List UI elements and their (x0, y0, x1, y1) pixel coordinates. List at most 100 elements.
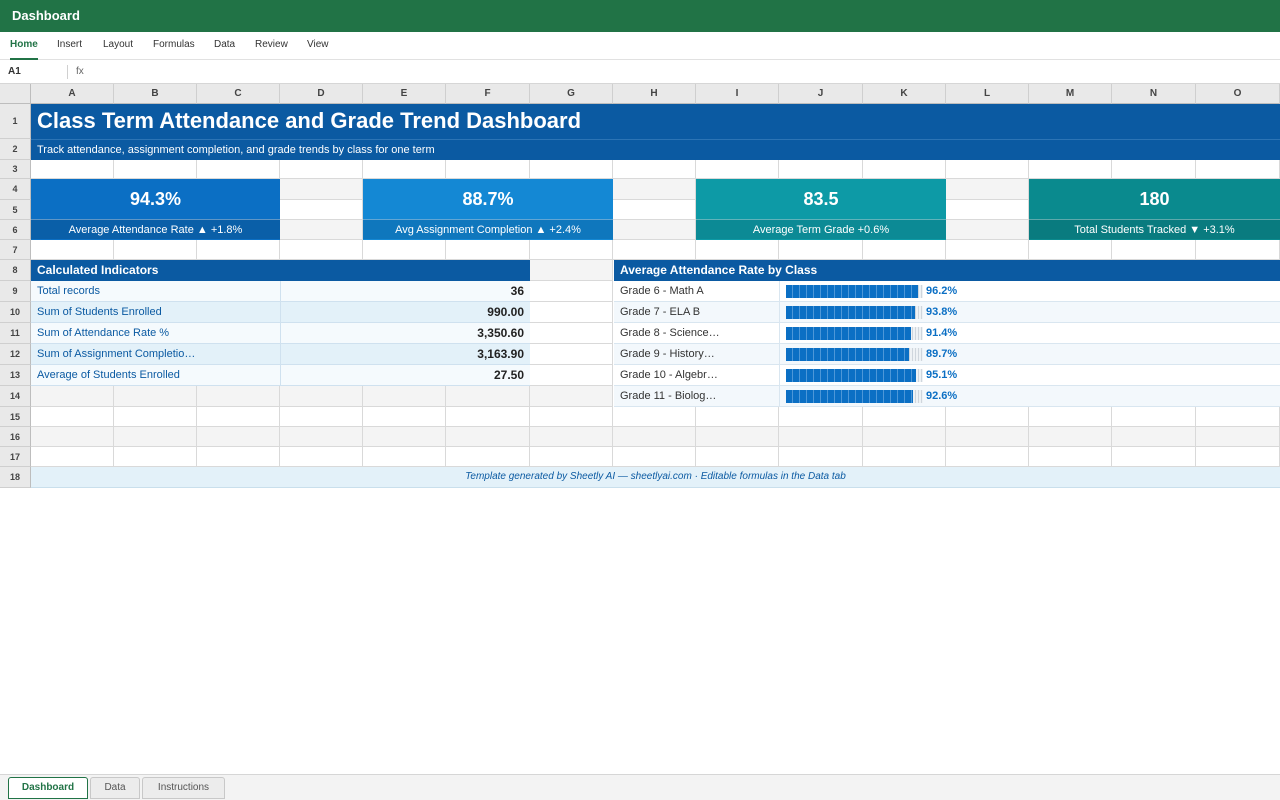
grid-cell[interactable] (779, 160, 863, 179)
grid-cell[interactable] (280, 407, 363, 427)
indicator-row[interactable]: Sum of Attendance Rate % 3,350.60 (31, 323, 530, 344)
grid-cell[interactable] (197, 240, 280, 260)
row-header-1[interactable]: 1 (0, 104, 31, 139)
grid-cell[interactable] (1029, 407, 1112, 427)
footer-note[interactable]: Template generated by Sheetly AI — sheet… (31, 467, 1280, 488)
grid-cell[interactable] (613, 220, 696, 240)
column-header-i[interactable]: I (696, 84, 779, 104)
chart-row[interactable]: Grade 7 - ELA B 93.8% (614, 302, 1280, 323)
grid-cell[interactable] (363, 447, 446, 467)
grid-cell[interactable] (779, 407, 863, 427)
grid-cell[interactable] (1029, 427, 1112, 447)
chart-row[interactable]: Grade 9 - History… 89.7% (614, 344, 1280, 365)
grid-cell[interactable] (280, 179, 363, 200)
grid-cell[interactable] (946, 240, 1029, 260)
grid-cell[interactable] (613, 160, 696, 179)
kpi-card[interactable]: 94.3% Average Attendance Rate ▲ +1.8% (31, 179, 280, 240)
row-header-6[interactable]: 6 (0, 220, 31, 240)
grid-cell[interactable] (31, 386, 114, 407)
grid-cell[interactable] (863, 447, 946, 467)
grid-cell[interactable] (31, 447, 114, 467)
grid-cell[interactable] (613, 200, 696, 220)
grid-cell[interactable] (1112, 447, 1196, 467)
grid-cell[interactable] (1196, 407, 1280, 427)
sheet-tab-dashboard[interactable]: Dashboard (8, 777, 88, 799)
grid-cell[interactable] (863, 160, 946, 179)
row-header-18[interactable]: 18 (0, 467, 31, 488)
row-header-16[interactable]: 16 (0, 427, 31, 447)
row-header-10[interactable]: 10 (0, 302, 31, 323)
column-header-k[interactable]: K (863, 84, 946, 104)
indicator-row[interactable]: Average of Students Enrolled 27.50 (31, 365, 530, 386)
column-header-e[interactable]: E (363, 84, 446, 104)
grid-cell[interactable] (446, 160, 530, 179)
select-all-corner[interactable] (0, 84, 31, 104)
grid-cell[interactable] (114, 447, 197, 467)
indicators-header[interactable]: Calculated Indicators (31, 260, 530, 281)
grid-cell[interactable] (696, 160, 779, 179)
grid-cell[interactable] (613, 179, 696, 200)
grid-cell[interactable] (363, 407, 446, 427)
dashboard-subtitle[interactable]: Track attendance, assignment completion,… (31, 139, 1280, 160)
grid-cell[interactable] (613, 427, 696, 447)
row-header-17[interactable]: 17 (0, 447, 31, 467)
grid-cell[interactable] (1196, 447, 1280, 467)
grid-cell[interactable] (530, 302, 613, 323)
grid-cell[interactable] (530, 281, 613, 302)
grid-cell[interactable] (31, 240, 114, 260)
tab-layout[interactable]: Layout (103, 39, 134, 50)
grid-cell[interactable] (779, 240, 863, 260)
grid-cell[interactable] (863, 240, 946, 260)
row-header-4[interactable]: 4 (0, 179, 31, 200)
row-header-3[interactable]: 3 (0, 160, 31, 179)
column-header-o[interactable]: O (1196, 84, 1280, 104)
grid-cell[interactable] (779, 427, 863, 447)
grid-cell[interactable] (530, 407, 613, 427)
row-header-7[interactable]: 7 (0, 240, 31, 260)
grid-cell[interactable] (530, 447, 613, 467)
grid-cell[interactable] (1196, 427, 1280, 447)
grid-cell[interactable] (530, 427, 613, 447)
grid-cell[interactable] (197, 160, 280, 179)
chart-row[interactable]: Grade 10 - Algebr… 95.1% (614, 365, 1280, 386)
indicator-row[interactable]: Sum of Assignment Completio… 3,163.90 (31, 344, 530, 365)
row-header-12[interactable]: 12 (0, 344, 31, 365)
grid-cell[interactable] (363, 427, 446, 447)
grid-cell[interactable] (863, 427, 946, 447)
grid-cell[interactable] (1196, 240, 1280, 260)
grid-cell[interactable] (280, 200, 363, 220)
row-header-8[interactable]: 8 (0, 260, 31, 281)
grid-cell[interactable] (197, 407, 280, 427)
kpi-card[interactable]: 180 Total Students Tracked ▼ +3.1% (1029, 179, 1280, 240)
grid-cell[interactable] (31, 427, 114, 447)
grid-cell[interactable] (946, 447, 1029, 467)
grid-cell[interactable] (1029, 160, 1112, 179)
cell-reference-box[interactable]: A1 (8, 66, 21, 77)
grid-cell[interactable] (363, 160, 446, 179)
grid-cell[interactable] (280, 386, 363, 407)
indicator-row[interactable]: Total records 36 (31, 281, 530, 302)
row-header-11[interactable]: 11 (0, 323, 31, 344)
column-header-h[interactable]: H (613, 84, 696, 104)
grid-cell[interactable] (946, 200, 1029, 220)
grid-cell[interactable] (363, 386, 446, 407)
grid-cell[interactable] (280, 447, 363, 467)
sheet-tab-instructions[interactable]: Instructions (142, 777, 225, 799)
dashboard-title[interactable]: Class Term Attendance and Grade Trend Da… (31, 104, 1280, 139)
grid-cell[interactable] (530, 260, 613, 281)
kpi-card[interactable]: 83.5 Average Term Grade +0.6% (696, 179, 946, 240)
grid-cell[interactable] (946, 160, 1029, 179)
grid-cell[interactable] (114, 240, 197, 260)
column-header-m[interactable]: M (1029, 84, 1112, 104)
grid-cell[interactable] (1029, 240, 1112, 260)
grid-cell[interactable] (280, 220, 363, 240)
row-header-14[interactable]: 14 (0, 386, 31, 407)
grid-cell[interactable] (1196, 160, 1280, 179)
tab-formulas[interactable]: Formulas (153, 39, 195, 50)
grid-cell[interactable] (530, 240, 613, 260)
grid-cell[interactable] (696, 240, 779, 260)
row-header-13[interactable]: 13 (0, 365, 31, 386)
row-header-2[interactable]: 2 (0, 139, 31, 160)
grid-cell[interactable] (946, 220, 1029, 240)
